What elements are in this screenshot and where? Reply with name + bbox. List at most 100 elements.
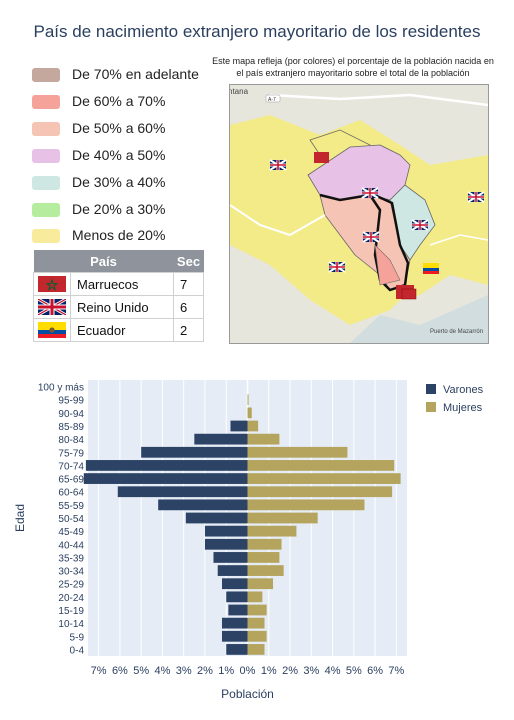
bar-varones	[228, 604, 248, 616]
legend-label-mujeres: Mujeres	[443, 402, 483, 414]
bar-varones	[221, 578, 248, 590]
bar-mujeres	[247, 460, 395, 471]
map-city-label: Puerto de Mazarrón	[430, 329, 483, 335]
bar-varones	[221, 630, 248, 642]
y-tick-label: 75-79	[58, 448, 84, 459]
bar-varones	[85, 460, 248, 471]
x-tick-label: 5%	[133, 665, 149, 677]
table-row: Reino Unido 6	[33, 295, 204, 319]
map-road-label: A-7	[268, 97, 276, 103]
legend-item: De 50% a 60%	[32, 120, 292, 140]
bar-varones	[226, 591, 248, 603]
bar-mujeres	[247, 420, 259, 432]
sec-count: 2	[173, 318, 204, 342]
table-row: Ecuador 2	[33, 318, 204, 342]
legend-swatch	[32, 122, 60, 136]
country-sections-table: País Sec Marruecos 7 Reino Unido 6	[33, 250, 204, 342]
y-tick-label: 55-59	[58, 501, 84, 512]
flag-cell	[33, 318, 71, 342]
ecuador-flag-marker	[423, 263, 439, 274]
y-tick-label: 100 y más	[38, 383, 84, 394]
bar-mujeres	[247, 617, 265, 629]
bar-mujeres	[247, 630, 267, 642]
bar-mujeres	[247, 578, 274, 590]
bar-mujeres	[247, 407, 252, 419]
morocco-flag-markers	[314, 152, 417, 300]
table-header-country: País	[33, 250, 174, 273]
country-name: Marruecos	[70, 272, 174, 296]
legend-swatch	[32, 229, 60, 243]
legend-label: De 40% a 50%	[72, 147, 166, 163]
y-tick-label: 80-84	[58, 435, 84, 446]
legend-item: De 70% en adelante	[32, 66, 292, 86]
bar-varones	[158, 499, 248, 511]
bar-mujeres	[247, 486, 393, 498]
legend-item: De 40% a 50%	[32, 147, 292, 167]
flag-cell	[33, 295, 71, 319]
country-name: Ecuador	[70, 318, 174, 342]
map-image: ntana A-7 Puerto de Mazarrón	[230, 85, 488, 343]
bar-varones	[141, 446, 248, 458]
bar-mujeres	[247, 604, 267, 616]
bar-varones	[83, 473, 248, 484]
bar-mujeres	[247, 446, 348, 458]
x-tick-label: 2%	[282, 665, 298, 677]
bar-mujeres	[247, 433, 280, 445]
bar-mujeres	[247, 565, 284, 576]
y-tick-label: 10-14	[58, 619, 84, 630]
x-tick-label: 2%	[197, 665, 213, 677]
legend-item: Menos de 20%	[32, 227, 292, 247]
bar-mujeres	[247, 525, 297, 537]
bar-varones	[217, 565, 248, 576]
y-tick-label: 30-34	[58, 567, 84, 578]
table-header-sec: Sec	[173, 250, 204, 273]
legend-label: De 60% a 70%	[72, 93, 166, 109]
sec-count: 7	[173, 272, 204, 296]
legend-item: De 60% a 70%	[32, 93, 292, 113]
legend-swatch-varones	[426, 384, 436, 394]
x-tick-label: 7%	[91, 665, 107, 677]
y-tick-label: 60-64	[58, 488, 84, 499]
legend-swatch	[32, 95, 60, 109]
table-header-row: País Sec	[33, 250, 204, 273]
x-tick-label: 7%	[388, 665, 404, 677]
map-place-label: ntana	[230, 87, 249, 96]
x-tick-label: 1%	[261, 665, 277, 677]
bar-varones	[226, 644, 248, 655]
bar-mujeres	[247, 394, 249, 406]
legend-label: Menos de 20%	[72, 227, 166, 243]
morocco-flag-icon	[38, 276, 66, 292]
bar-varones	[213, 552, 248, 563]
country-name: Reino Unido	[70, 295, 174, 319]
map-description: Este mapa refleja (por colores) el porce…	[212, 56, 494, 78]
x-tick-label: 0%	[240, 665, 256, 677]
y-tick-label: 50-54	[58, 514, 84, 525]
x-tick-label: 1%	[218, 665, 234, 677]
bar-varones	[204, 538, 248, 550]
y-tick-label: 65-69	[58, 475, 84, 486]
x-tick-label: 3%	[176, 665, 192, 677]
legend-label: De 50% a 60%	[72, 120, 166, 136]
legend-item: De 20% a 30%	[32, 201, 292, 221]
bar-mujeres	[247, 644, 265, 655]
uk-flag-icon	[38, 299, 66, 315]
x-tick-label: 6%	[367, 665, 383, 677]
choropleth-map: ntana A-7 Puerto de Mazarrón	[229, 84, 489, 344]
y-tick-label: 15-19	[58, 606, 84, 617]
legend-swatch	[32, 68, 60, 82]
y-tick-label: 35-39	[58, 553, 84, 564]
bar-varones	[230, 420, 248, 432]
table-row: Marruecos 7	[33, 272, 204, 296]
legend-swatch	[32, 203, 60, 217]
page-title: País de nacimiento extranjero mayoritari…	[33, 22, 481, 41]
bar-varones	[194, 433, 248, 445]
y-tick-label: 85-89	[58, 422, 84, 433]
bar-mujeres	[247, 473, 401, 484]
legend-item: De 30% a 40%	[32, 174, 292, 194]
bar-varones	[117, 486, 248, 498]
bar-mujeres	[247, 552, 280, 563]
x-tick-label: 5%	[346, 665, 362, 677]
x-tick-label: 6%	[112, 665, 128, 677]
bar-mujeres	[247, 512, 318, 524]
population-pyramid-chart: 7% 6% 5% 4% 3% 2% 1% 0% 1% 2% 3% 4% 5% 6% 7% 0-4 5-9 10-1…	[13, 380, 484, 701]
